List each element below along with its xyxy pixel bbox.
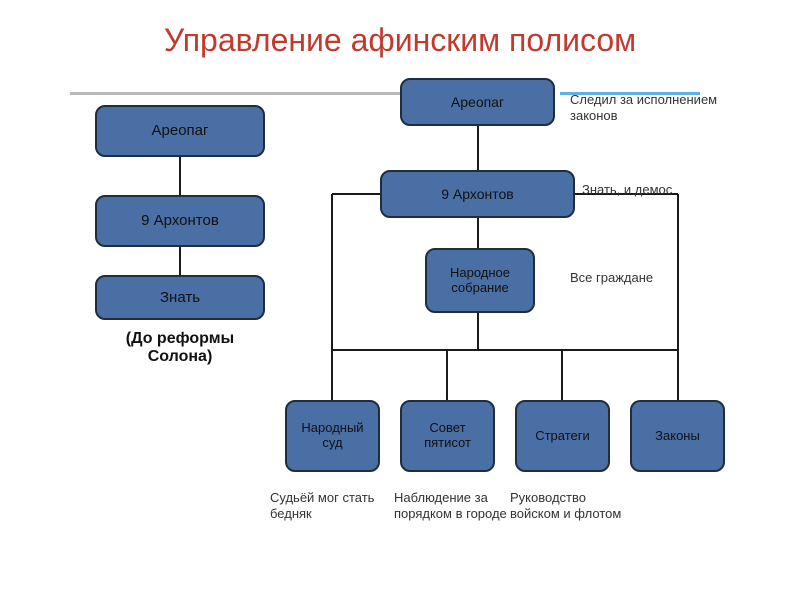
box-laws: Законы [630, 400, 725, 472]
divider-gray [70, 92, 400, 95]
box-strategi: Стратеги [515, 400, 610, 472]
box-assembly: Народное собрание [425, 248, 535, 313]
page-title: Управление афинским полисом [0, 22, 800, 59]
left-subtitle: (До реформы Солона) [95, 330, 265, 366]
annotation-a1: Следил за исполнением законов [570, 92, 750, 123]
annotation-a4: Судьёй мог стать бедняк [270, 490, 400, 521]
box-court: Народный суд [285, 400, 380, 472]
annotation-a5: Наблюдение за порядком в городе [394, 490, 514, 521]
box-znat: Знать [95, 275, 265, 320]
box-archonts1: 9 Архонтов [95, 195, 265, 247]
box-archonts2: 9 Архонтов [380, 170, 575, 218]
annotation-a6: Руководство войском и флотом [510, 490, 630, 521]
box-areopag1: Ареопаг [95, 105, 265, 157]
annotation-a3: Все граждане [570, 270, 710, 286]
box-areopag2: Ареопаг [400, 78, 555, 126]
box-council: Совет пятисот [400, 400, 495, 472]
annotation-a2: Знать, и демос [582, 182, 742, 198]
